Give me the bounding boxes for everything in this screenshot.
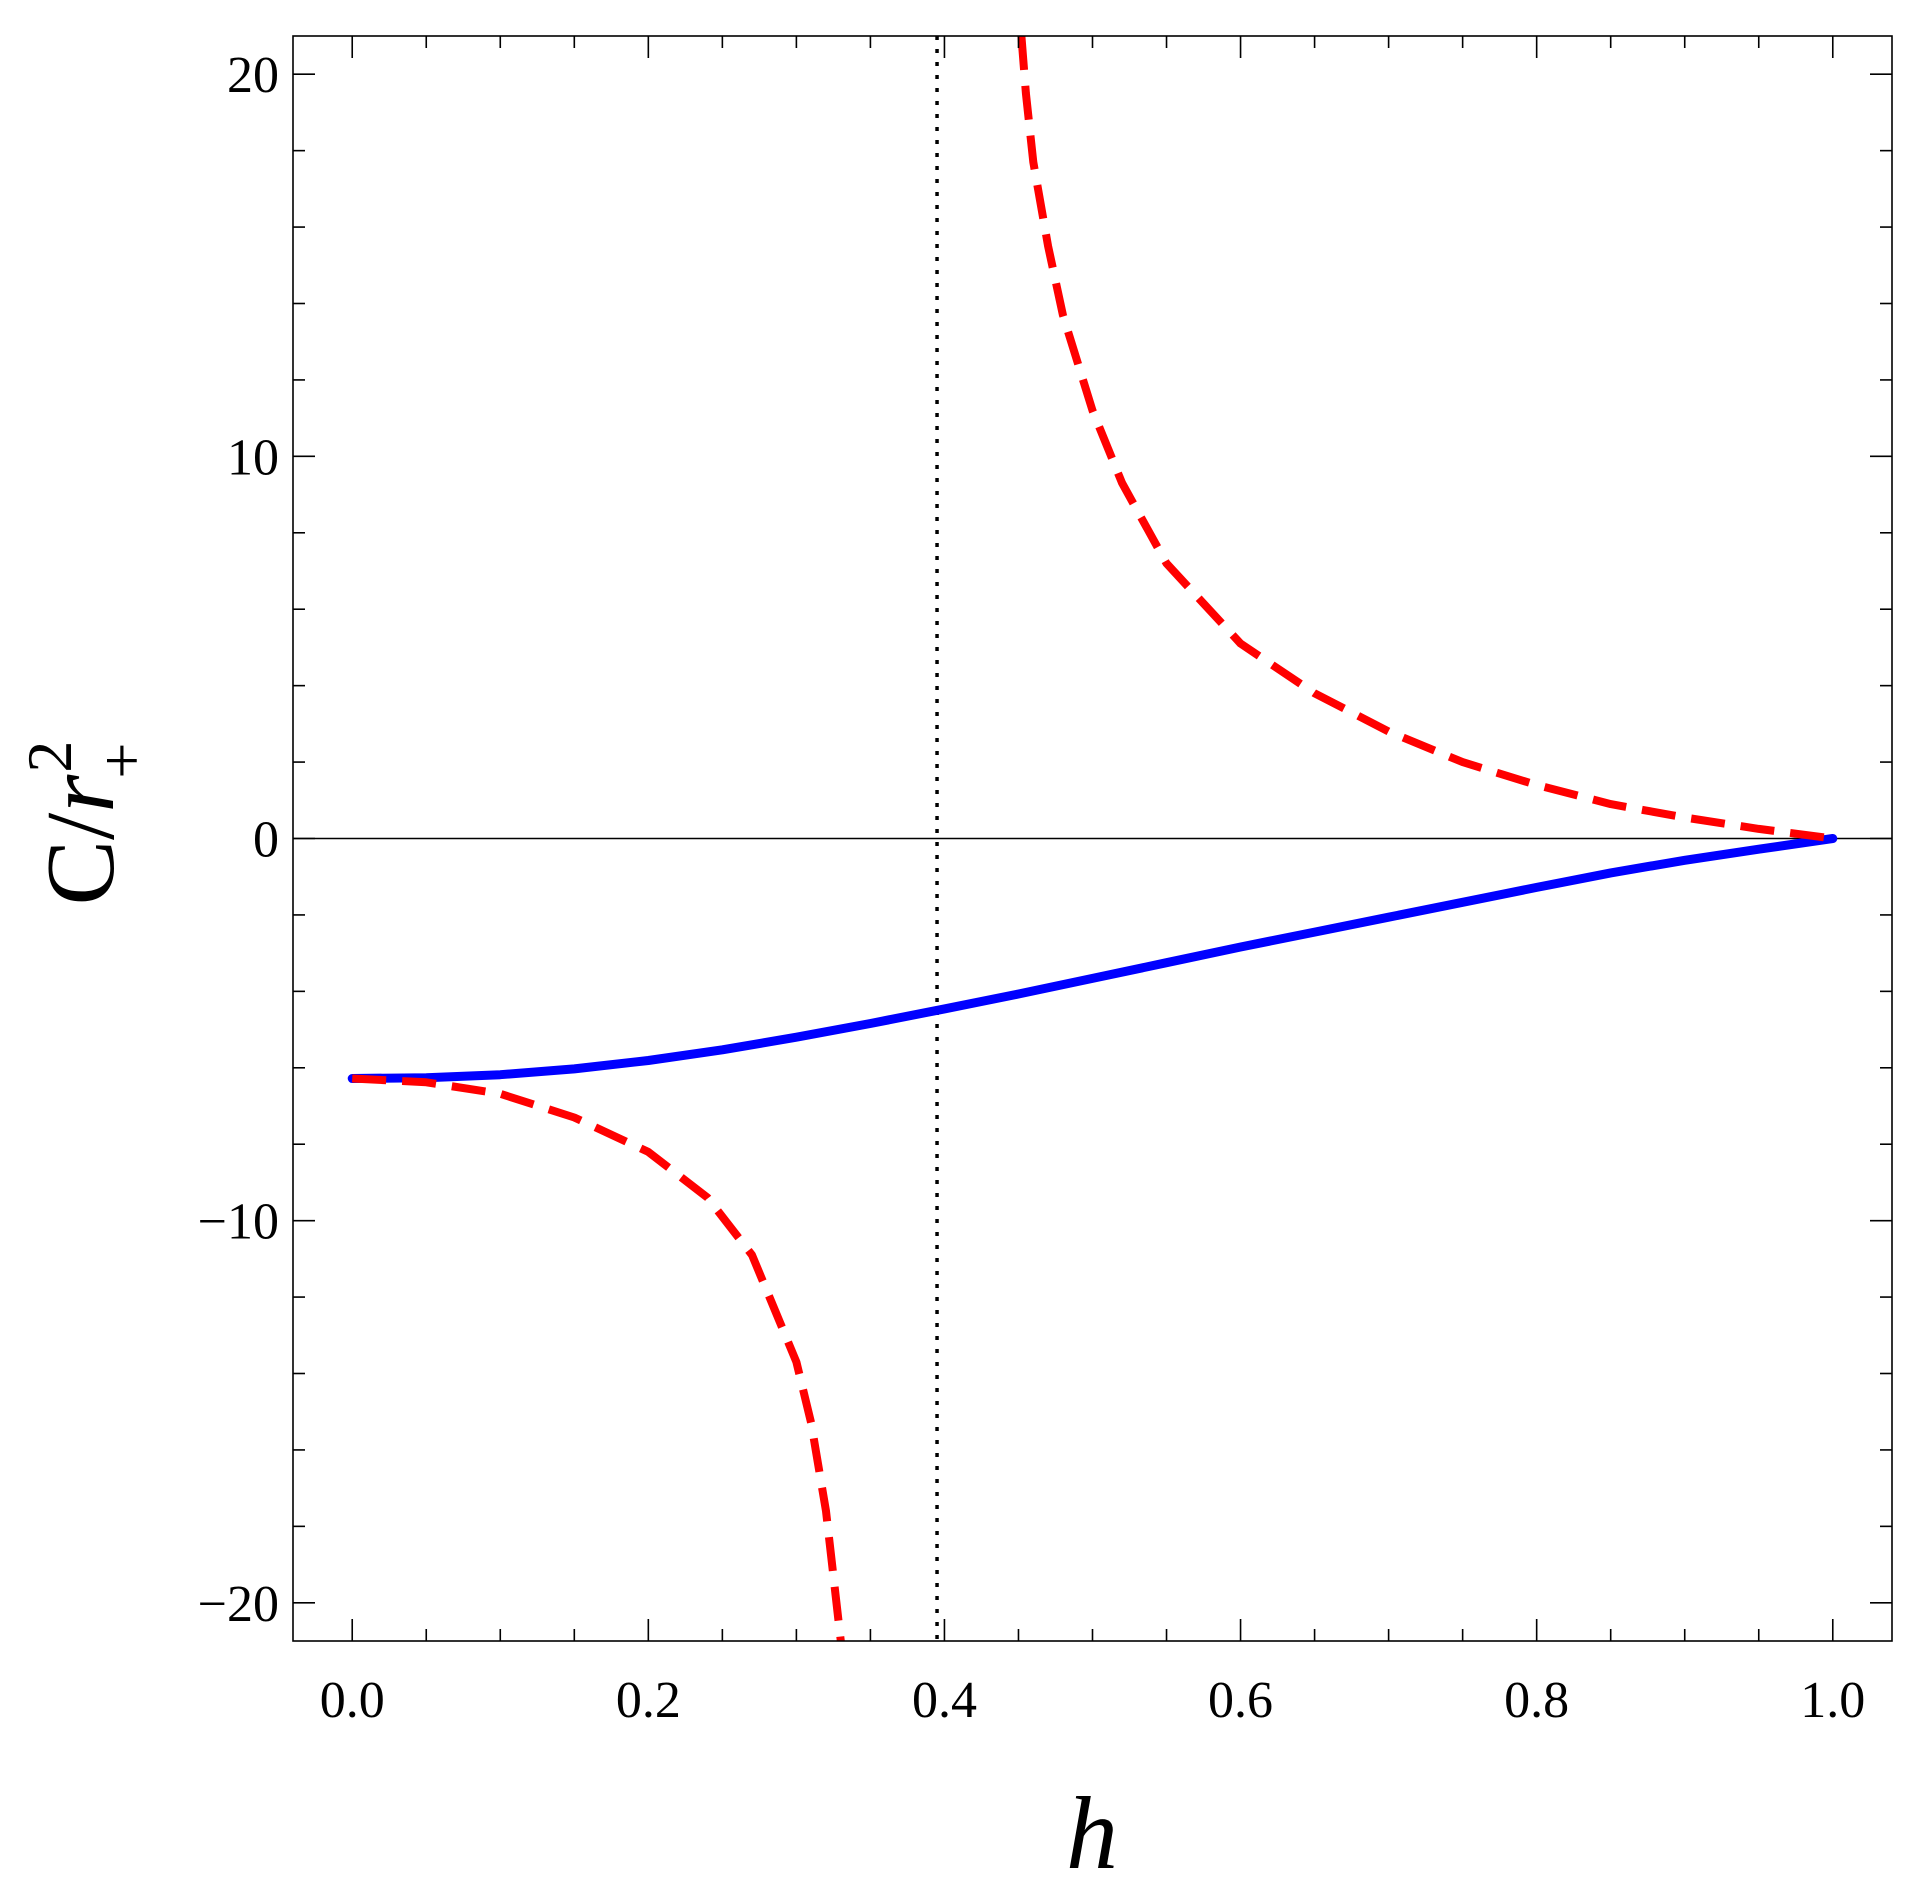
x-tick-label: 0.6: [1208, 1672, 1273, 1729]
x-tick-label: 0.8: [1504, 1672, 1569, 1729]
series-0-line: [347, 834, 1838, 1083]
series-2-line: [1017, 36, 1834, 843]
y-tick-label: 0: [253, 812, 279, 869]
y-tick-label: 20: [227, 47, 279, 104]
y-axis-label: C/r2+: [14, 741, 157, 906]
frame-layer: [292, 35, 1893, 1642]
y-axis-label-superscript: 2: [14, 741, 85, 773]
svg-text:C/r2+: C/r2+: [14, 741, 157, 906]
labels-layer: 0.0 0.2 0.4 0.6 0.8 1.0 −20 −10 0 10 20: [198, 47, 1866, 1729]
series-1-line: [351, 1074, 845, 1641]
y-axis-label-base: C/: [27, 812, 135, 905]
plot-frame: [292, 35, 1893, 1642]
y-tick-label: −10: [198, 1194, 279, 1251]
series-layer: [293, 36, 1892, 1641]
x-tick-label: 0.2: [616, 1672, 681, 1729]
ticks-layer: [293, 36, 1892, 1641]
y-tick-label: −20: [198, 1576, 279, 1633]
x-tick-label: 1.0: [1800, 1672, 1865, 1729]
y-tick-label: 10: [227, 429, 279, 486]
y-axis-label-variable: r: [27, 774, 135, 813]
x-tick-label: 0.0: [320, 1672, 385, 1729]
y-axis-label-subscript: +: [86, 743, 157, 779]
x-tick-label: 0.4: [912, 1672, 977, 1729]
x-axis-label: h: [1066, 1776, 1118, 1889]
